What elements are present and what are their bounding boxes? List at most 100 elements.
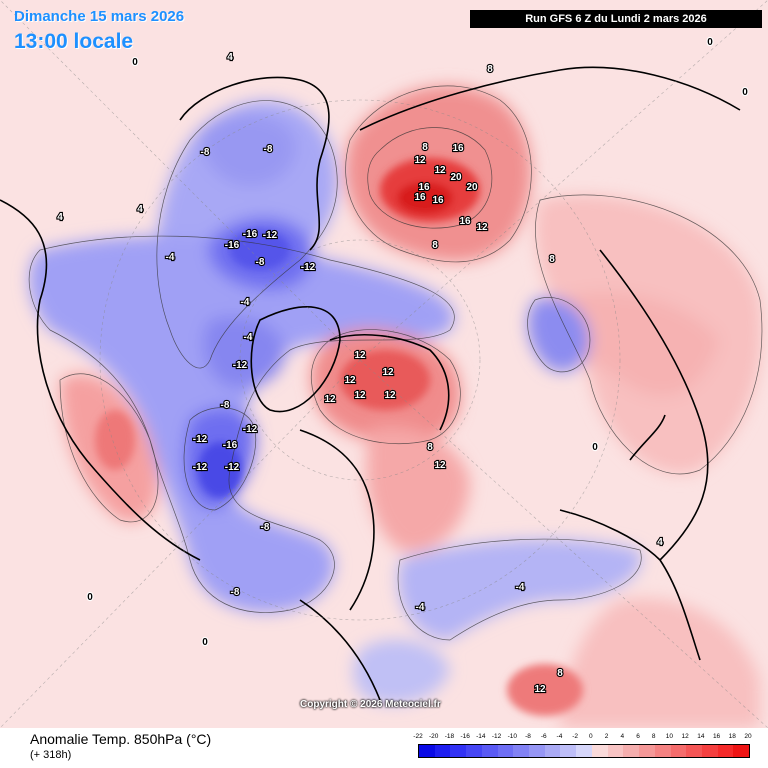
contour-value-label: 0 xyxy=(87,592,93,603)
contour-value-label: 12 xyxy=(414,155,426,166)
color-scale-ticks: -22 -20 -18 -16 -14 -12 -10 -8 -6 -4 -2 0 2 4 6 8 10 12 14… xyxy=(413,733,752,743)
scale-tick-label: -2 xyxy=(572,733,579,740)
contour-value-label: 4 xyxy=(57,212,63,223)
map-panel: 8 12 12 16 20 20 16 16 12 8 16 16 12 12 12 12 8 12 12 12 12 8… xyxy=(0,0,768,728)
contour-value-label: 12 xyxy=(384,390,396,401)
contour-value-label: -8 xyxy=(231,587,240,598)
warm-zone-europe-south xyxy=(366,427,470,552)
scale-swatch xyxy=(419,745,435,757)
contour-value-label: 8 xyxy=(549,254,555,265)
contour-value-label: -4 xyxy=(166,252,175,263)
contour-value-label: 0 xyxy=(742,87,748,98)
contour-value-label: 8 xyxy=(422,142,428,153)
lead-time-label: (+ 318h) xyxy=(30,749,72,761)
scale-swatch xyxy=(481,745,498,757)
contour-value-label: 20 xyxy=(450,172,462,183)
contour-value-label: 8 xyxy=(427,442,433,453)
copyright-notice: Copyright © 2026 Meteociel.fr xyxy=(300,699,441,710)
scale-swatch xyxy=(623,745,640,757)
contour-value-label: 12 xyxy=(534,684,546,695)
scale-swatch xyxy=(654,745,671,757)
scale-tick-label: 12 xyxy=(681,733,689,740)
scale-swatch xyxy=(497,745,514,757)
warm-core-pacific xyxy=(507,664,583,716)
warm-core-kara-center xyxy=(397,182,453,214)
coast-north-america-west xyxy=(0,199,201,561)
scale-tick-label: -22 xyxy=(413,733,423,740)
scale-swatch xyxy=(639,745,655,757)
contour-value-label: 16 xyxy=(432,195,444,206)
scale-tick-label: 8 xyxy=(651,733,656,740)
scale-tick-label: 0 xyxy=(589,733,593,740)
anomaly-field xyxy=(29,85,762,728)
contour-value-label: 12 xyxy=(344,375,356,386)
contour-value-label: 8 xyxy=(487,64,493,75)
contour-value-label: -12 xyxy=(193,434,208,445)
scale-swatch xyxy=(513,745,530,757)
scale-tick-label: 20 xyxy=(744,733,752,740)
temperature-anomaly-map: 8121216202016161281616121212128121212128… xyxy=(0,0,768,728)
scale-tick-label: 6 xyxy=(636,733,640,740)
scale-swatch xyxy=(591,745,608,757)
isotherm-lines xyxy=(28,85,763,641)
contour-value-label: 4 xyxy=(227,52,233,63)
coast-japan xyxy=(629,414,666,461)
scale-swatch xyxy=(733,745,750,757)
warm-core-scandinavia xyxy=(340,350,430,410)
contour-value-label: 0 xyxy=(592,442,598,453)
scale-tick-label: -4 xyxy=(556,733,563,740)
scale-tick-label: -12 xyxy=(491,733,502,740)
contour-value-label: -12 xyxy=(193,462,208,473)
contour-value-label: -4 xyxy=(244,332,253,343)
scale-swatch xyxy=(450,745,467,757)
graticule-lines xyxy=(0,0,768,728)
coast-siberia xyxy=(359,66,741,131)
contour-value-label: 16 xyxy=(414,192,426,203)
scale-tick-label: -20 xyxy=(429,733,439,740)
coast-scandinavia xyxy=(329,334,450,431)
contour-value-label: 8 xyxy=(432,240,438,251)
contour-labels: 8121216202016161281616121212128121212128… xyxy=(56,36,749,696)
contour-value-label: -12 xyxy=(225,462,240,473)
scale-swatch xyxy=(466,745,482,757)
coast-canada-arctic xyxy=(179,76,330,251)
contour-value-label: 12 xyxy=(354,390,366,401)
coastlines xyxy=(0,66,741,701)
cold-zone-hudson-greenland xyxy=(29,236,455,613)
contour-value-label: -12 xyxy=(243,424,258,435)
scale-swatch xyxy=(670,745,687,757)
contour-value-label: 8 xyxy=(557,668,563,679)
scale-swatch xyxy=(544,745,561,757)
contour-value-label: -8 xyxy=(261,522,270,533)
cold-zone-northeast-pacific xyxy=(398,539,642,640)
contour-value-label: 0 xyxy=(132,57,138,68)
cold-core-deep-hudson xyxy=(198,442,242,498)
cold-zone-bering xyxy=(353,639,450,704)
variable-title: Anomalie Temp. 850hPa (°C) xyxy=(30,731,212,747)
legend-footer: Anomalie Temp. 850hPa (°C) (+ 318h) -22-… xyxy=(0,728,768,768)
scale-swatch xyxy=(701,745,718,757)
contour-value-label: 16 xyxy=(459,216,471,227)
local-time: 13:00 locale xyxy=(14,30,134,53)
contour-value-label: -8 xyxy=(264,144,273,155)
scale-swatch xyxy=(576,745,592,757)
coast-europe xyxy=(299,429,375,611)
contour-value-label: -12 xyxy=(263,230,278,241)
scale-tick-label: 4 xyxy=(620,733,625,740)
contour-value-label: 12 xyxy=(354,350,366,361)
coast-asia-pacific xyxy=(559,509,701,661)
scale-swatch xyxy=(607,745,624,757)
contour-value-label: -16 xyxy=(223,440,238,451)
cold-core-canada-upper xyxy=(200,115,296,186)
contour-value-label: -4 xyxy=(516,582,525,593)
run-info-banner: Run GFS 6 Z du Lundi 2 mars 2026 xyxy=(470,10,762,28)
contour-value-label: -16 xyxy=(225,240,240,251)
scale-tick-label: 10 xyxy=(665,733,674,740)
contour-value-label: 12 xyxy=(434,165,446,176)
contour-value-label: 4 xyxy=(657,537,663,548)
contour-value-label: 0 xyxy=(707,37,713,48)
contour-value-label: -4 xyxy=(416,602,425,613)
scale-swatch xyxy=(717,745,734,757)
contour-value-label: 12 xyxy=(476,222,488,233)
warm-zone-pacific-ne xyxy=(560,598,760,728)
